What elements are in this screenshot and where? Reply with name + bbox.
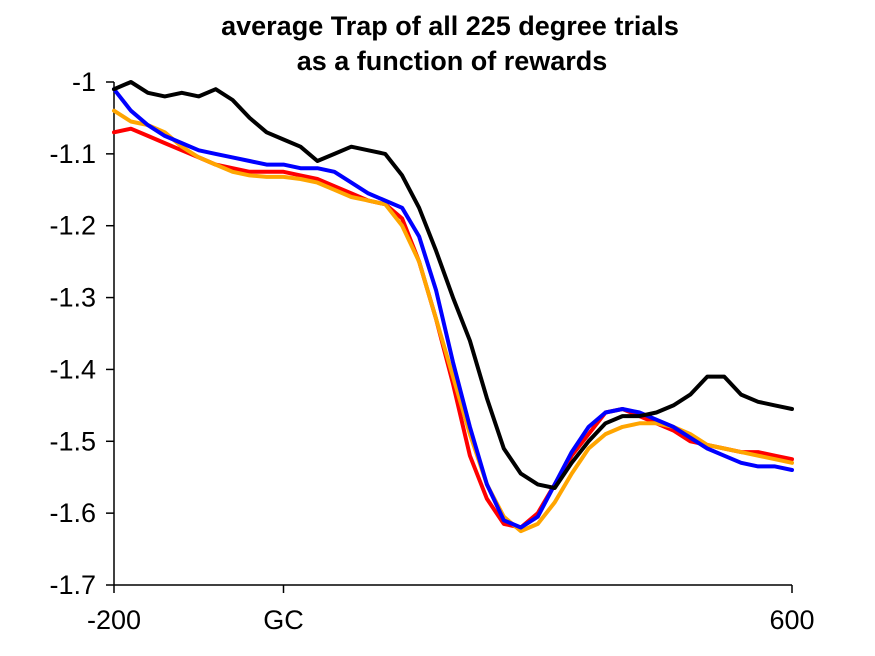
x-tick-label: -200	[87, 605, 141, 635]
series-line-1	[112, 108, 794, 534]
series-line-2	[112, 87, 794, 530]
y-tick-label: -1	[72, 67, 96, 97]
y-tick-label: -1.6	[49, 498, 96, 528]
x-ticks: -200 GC 600	[87, 585, 815, 635]
y-tick-label: -1.4	[49, 354, 96, 384]
y-ticks: -1 -1.1 -1.2 -1.3 -1.4 -1.5 -1.6 -1.7	[49, 67, 114, 600]
series-lines	[112, 80, 794, 534]
y-tick-label: -1.3	[49, 283, 96, 313]
y-tick-label: -1.5	[49, 426, 96, 456]
x-tick-label: 600	[769, 605, 814, 635]
chart-subtitle: as a function of rewards	[297, 46, 608, 76]
series-line-3	[112, 80, 794, 490]
chart-title: average Trap of all 225 degree trials	[221, 11, 679, 41]
x-tick-label: GC	[263, 605, 304, 635]
axes	[113, 82, 792, 586]
y-tick-label: -1.2	[49, 211, 96, 241]
y-tick-label: -1.1	[49, 139, 96, 169]
y-tick-label: -1.7	[49, 570, 96, 600]
series-line-0	[112, 126, 794, 530]
